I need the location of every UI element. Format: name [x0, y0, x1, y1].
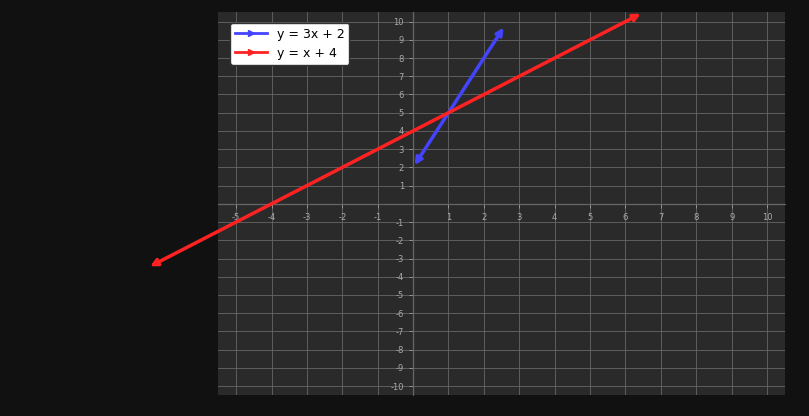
Legend: y = 3x + 2, y = x + 4: y = 3x + 2, y = x + 4: [231, 22, 349, 65]
